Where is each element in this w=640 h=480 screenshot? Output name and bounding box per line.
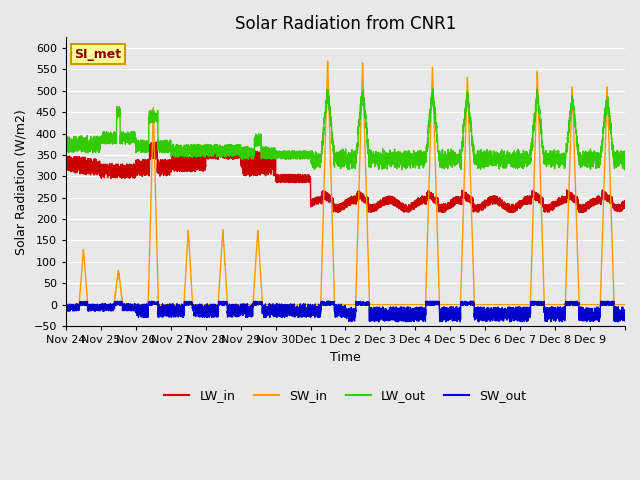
SW_out — [499, 318, 507, 324]
LW_in — [367, 203, 374, 208]
LW_out — [541, 152, 548, 157]
LW_in — [178, 153, 186, 159]
LW_in — [149, 139, 157, 145]
SW_out — [62, 303, 70, 309]
SW_in — [541, 302, 548, 308]
Title: Solar Radiation from CNR1: Solar Radiation from CNR1 — [235, 15, 456, 33]
X-axis label: Time: Time — [330, 350, 361, 364]
SW_out — [181, 299, 189, 304]
SW_in — [367, 302, 374, 308]
LW_in — [527, 199, 534, 205]
LW_in — [541, 206, 548, 212]
SW_out — [367, 313, 374, 319]
Text: SI_met: SI_met — [74, 48, 122, 60]
LW_out — [429, 86, 436, 92]
SW_in — [324, 58, 332, 64]
SW_in — [621, 302, 629, 308]
Legend: LW_in, SW_in, LW_out, SW_out: LW_in, SW_in, LW_out, SW_out — [159, 384, 531, 407]
LW_out — [621, 157, 629, 163]
SW_out — [527, 311, 534, 317]
Line: LW_in: LW_in — [66, 142, 625, 213]
LW_in — [396, 200, 404, 206]
SW_out — [621, 308, 629, 314]
LW_out — [499, 165, 507, 170]
SW_in — [396, 302, 404, 308]
SW_out — [397, 304, 404, 310]
LW_in — [499, 204, 507, 210]
LW_in — [621, 203, 629, 208]
LW_out — [366, 152, 374, 158]
Y-axis label: Solar Radiation (W/m2): Solar Radiation (W/m2) — [15, 109, 28, 254]
Line: SW_out: SW_out — [66, 301, 625, 322]
LW_in — [62, 153, 70, 158]
LW_out — [527, 159, 534, 165]
SW_out — [541, 316, 548, 322]
SW_in — [527, 302, 534, 308]
SW_out — [375, 319, 383, 324]
SW_in — [62, 302, 70, 308]
LW_out — [178, 153, 186, 158]
SW_in — [178, 302, 186, 308]
LW_out — [396, 160, 404, 166]
Line: LW_out: LW_out — [66, 89, 625, 170]
LW_out — [62, 141, 70, 146]
LW_in — [579, 210, 586, 216]
LW_out — [398, 167, 406, 173]
SW_in — [499, 302, 507, 308]
Line: SW_in: SW_in — [66, 61, 625, 305]
SW_out — [178, 301, 186, 307]
